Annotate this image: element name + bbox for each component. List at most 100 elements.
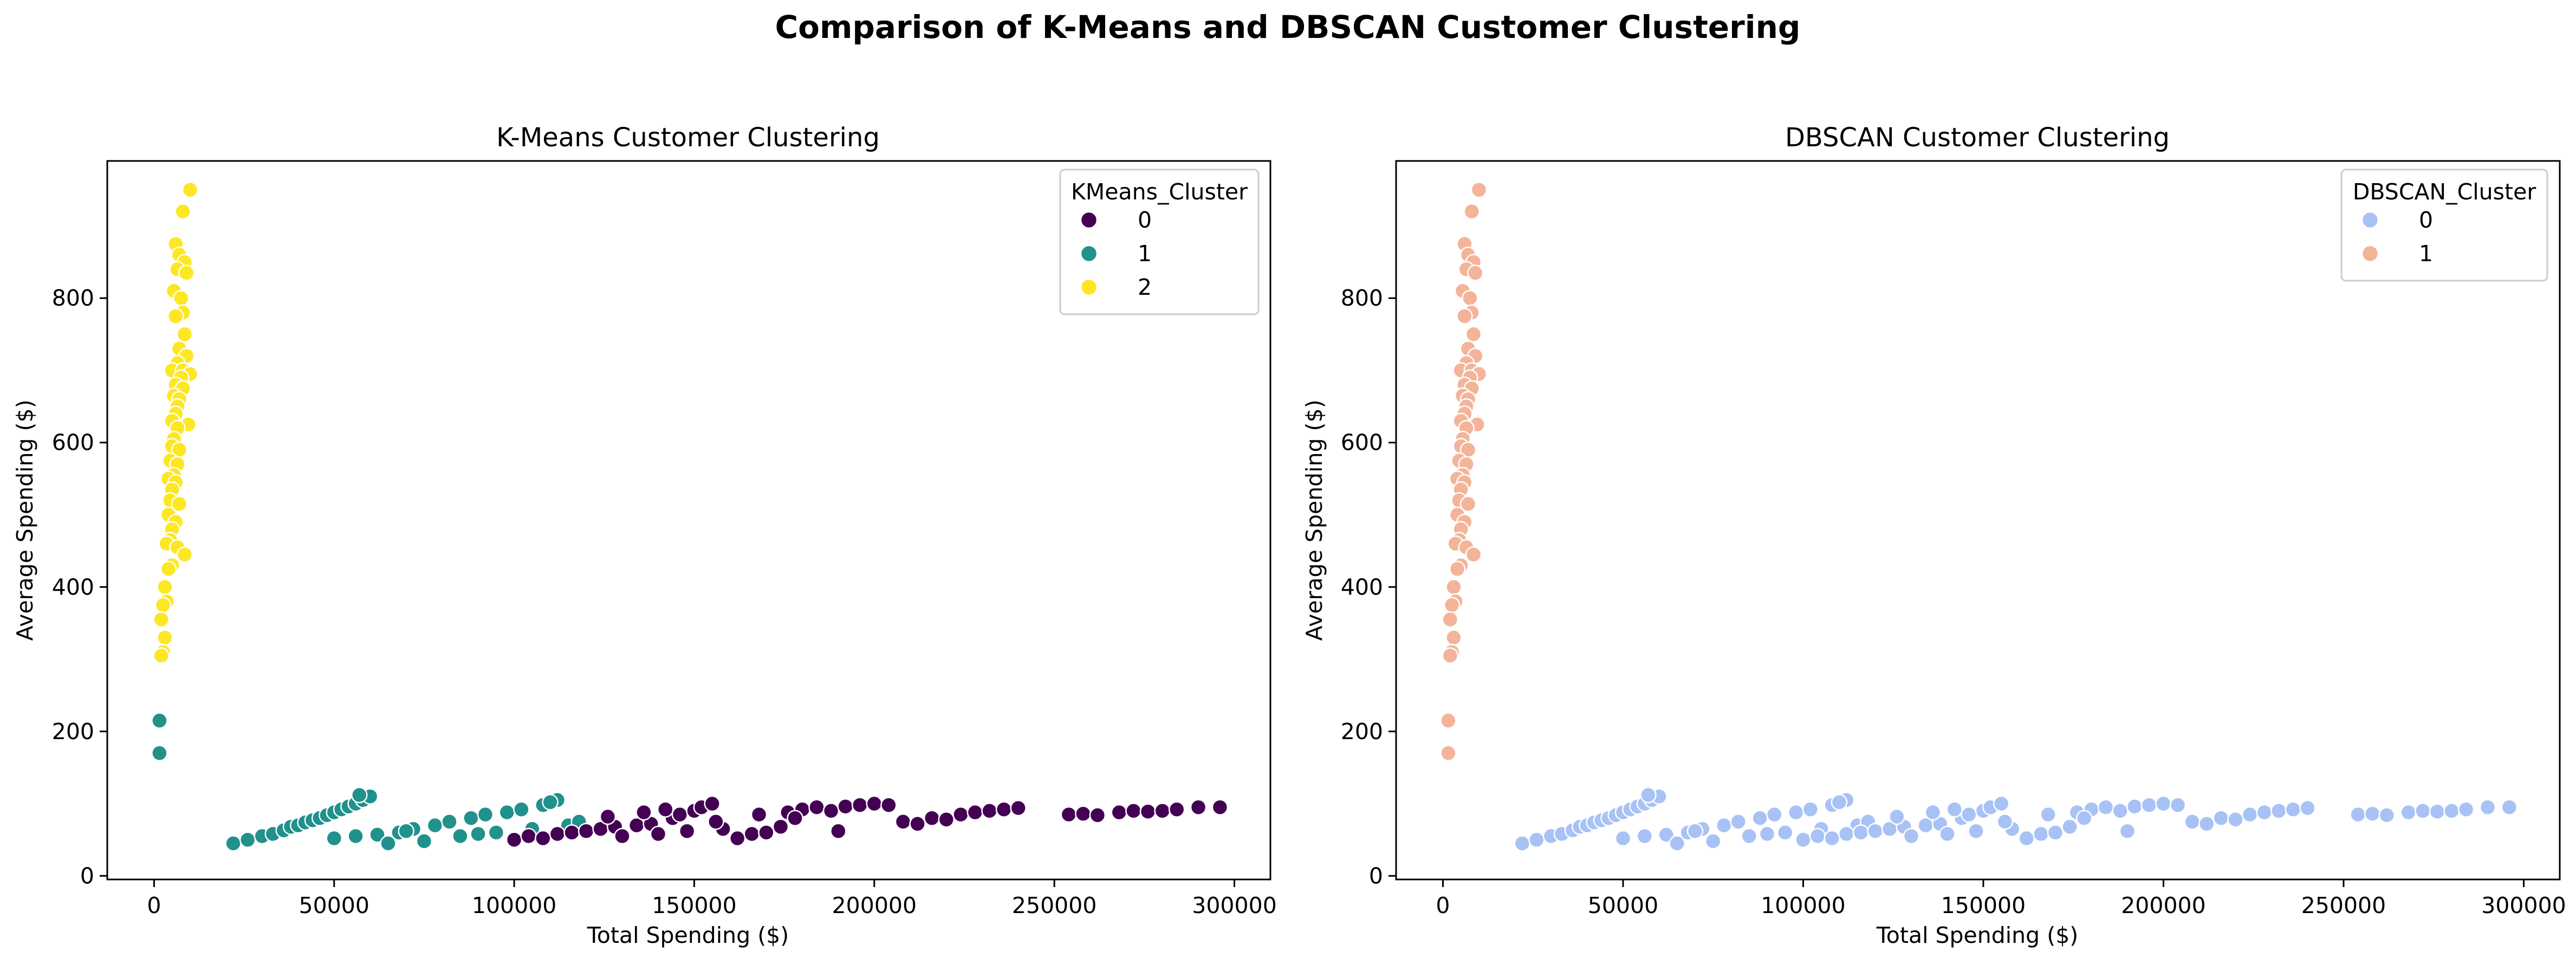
kmeans-data-point [1154,803,1171,819]
dbscan-data-point [2033,825,2049,843]
kmeans-data-point [599,808,617,825]
kmeans-legend: KMeans_Cluster 0 1 2 [1059,169,1260,315]
dbscan-legend-marker [2361,211,2379,229]
dbscan-data-point [1465,546,1482,563]
kmeans-data-point [520,827,537,845]
kmeans-y-tick-label: 800 [52,285,94,311]
kmeans-data-point [772,818,789,835]
kmeans-data-point [153,611,170,628]
kmeans-data-point [488,824,505,841]
kmeans-x-tick-label: 200000 [832,892,917,918]
kmeans-data-point [153,647,170,664]
kmeans-data-point [1010,799,1027,817]
kmeans-data-point [787,810,803,826]
dbscan-data-point [1704,833,1722,850]
dbscan-data-point [1939,825,1956,843]
dbscan-panel-title: DBSCAN Customer Clustering [1785,122,2170,153]
kmeans-data-point [758,824,775,841]
kmeans-data-point [704,795,721,812]
dbscan-data-point [1463,203,1480,220]
kmeans-data-point [151,745,168,762]
dbscan-data-point [1809,827,1826,845]
kmeans-data-point [1060,806,1078,823]
kmeans-data-point [750,806,768,823]
kmeans-plot-area [151,182,1229,852]
kmeans-y-tick-label: 600 [52,430,94,456]
kmeans-legend-entries: 0 1 2 [1080,207,1152,300]
kmeans-x-tick-label: 100000 [472,892,557,918]
dbscan-data-point [2501,799,2518,816]
dbscan-legend-label: 0 [2419,207,2433,233]
kmeans-data-point [952,806,969,823]
kmeans-data-point [452,827,469,845]
dbscan-data-point [1751,810,1768,826]
dbscan-y-tick-label: 800 [1341,285,1383,311]
kmeans-legend-label: 1 [1138,241,1152,267]
dbscan-data-point [2270,803,2287,819]
dbscan-plot-area [1440,182,2518,852]
kmeans-data-point [578,823,595,839]
dbscan-data-point [1993,795,2010,812]
dbscan-data-point [1459,495,1477,513]
kmeans-data-point [851,797,868,813]
dbscan-data-point [2364,805,2381,822]
kmeans-data-point [416,833,433,850]
kmeans-data-point [176,326,193,343]
kmeans-x-tick-label: 50000 [299,892,369,918]
dbscan-x-tick-label: 50000 [1588,892,1658,918]
dbscan-data-point [1514,835,1531,852]
kmeans-data-point [837,798,854,815]
dbscan-data-point [1442,647,1459,664]
dbscan-data-point [2415,803,2431,819]
kmeans-x-axis-label: Total Spending ($) [587,922,789,948]
kmeans-data-point [808,799,825,816]
dbscan-data-point [2479,799,2496,816]
dbscan-data-point [1903,827,1920,845]
dbscan-data-point [2299,799,2316,817]
dbscan-data-point [1776,824,1794,841]
dbscan-data-point [1470,182,1488,198]
kmeans-data-point [909,816,926,832]
kmeans-data-point [505,831,523,848]
dbscan-data-point [2241,806,2259,823]
dbscan-data-point [1766,806,1783,823]
dbscan-data-point [2018,830,2035,847]
dbscan-legend: DBSCAN_Cluster 01 [2340,169,2548,282]
kmeans-x-tick-label: 0 [147,892,161,918]
dbscan-data-point [1440,712,1457,729]
dbscan-legend-label: 1 [2419,241,2433,267]
kmeans-data-point [542,794,559,811]
dbscan-data-point [1686,823,1704,839]
kmeans-legend-title: KMeans_Cluster [1071,179,1248,205]
kmeans-data-point [477,806,494,823]
dbscan-data-point [1462,289,1478,307]
kmeans-data-point [151,712,168,729]
kmeans-y-tick-label: 400 [52,574,94,600]
kmeans-y-axis-label: Average Spending ($) [12,399,38,640]
dbscan-y-tick-label: 200 [1341,719,1383,745]
kmeans-data-point [650,825,667,843]
kmeans-data-point [1075,805,1092,822]
kmeans-data-point [822,803,840,819]
dbscan-data-point [2350,806,2366,823]
kmeans-data-point [498,804,516,821]
figure-title: Comparison of K-Means and DBSCAN Custome… [775,9,1801,46]
dbscan-x-tick-label: 300000 [2481,892,2566,918]
kmeans-data-point [157,629,173,646]
kmeans-data-point [563,824,580,841]
kmeans-data-point [513,801,530,818]
kmeans-legend-marker [1080,211,1098,229]
dbscan-data-point [1445,629,1462,646]
dbscan-data-point [1715,817,1733,834]
kmeans-legend-marker [1080,278,1098,296]
dbscan-data-point [1442,611,1459,628]
kmeans-data-point [995,801,1013,818]
kmeans-data-point [239,831,256,848]
dbscan-data-point [1730,813,1747,830]
dbscan-data-point [1741,827,1757,845]
kmeans-data-point [173,289,190,307]
kmeans-data-point [866,795,883,812]
kmeans-data-point [1211,799,1229,816]
kmeans-data-point [923,810,940,826]
dbscan-x-tick-label: 250000 [2301,892,2386,918]
